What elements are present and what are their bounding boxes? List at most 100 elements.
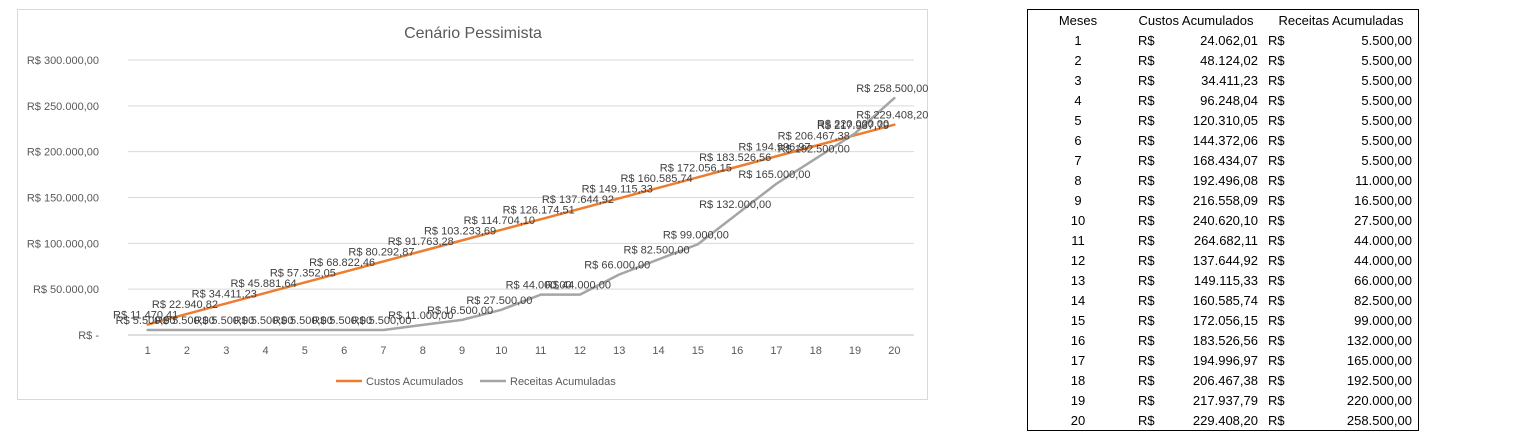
cell-currency: R$: [1268, 232, 1285, 248]
cell-currency: R$: [1268, 132, 1285, 148]
cell-custos: 137.644,92: [1192, 252, 1258, 268]
cell-receitas: 99.000,00: [1354, 312, 1412, 328]
table-row: 20 R$ 229.408,20 R$ 258.500,00: [1028, 410, 1419, 431]
x-tick-label: 10: [495, 345, 507, 357]
data-label: R$ 160.585,74: [620, 173, 692, 185]
y-tick-label: R$ -: [78, 330, 99, 342]
data-label: R$ 66.000,00: [584, 260, 650, 272]
data-label: R$ 5.500,00: [116, 315, 176, 327]
cell-receitas: 5.500,00: [1361, 152, 1412, 168]
cell-receitas: 5.500,00: [1361, 112, 1412, 128]
cell-mes: 8: [1074, 172, 1082, 188]
cell-currency: R$: [1138, 372, 1155, 388]
cell-currency: R$: [1268, 272, 1285, 288]
cell-currency: R$: [1138, 172, 1155, 188]
x-tick-label: 15: [692, 345, 704, 357]
cell-currency: R$: [1138, 332, 1155, 348]
data-label: R$ 11.000,00: [388, 310, 453, 322]
cell-currency: R$: [1138, 212, 1155, 228]
cell-mes: 2: [1074, 52, 1082, 68]
data-label: R$ 80.292,87: [348, 246, 414, 258]
cell-mes: 11: [1071, 232, 1085, 248]
cell-currency: R$: [1268, 292, 1285, 308]
cell-currency: R$: [1138, 232, 1155, 248]
x-tick-label: 4: [262, 345, 268, 357]
cell-custos: 192.496,08: [1192, 172, 1258, 188]
cell-receitas: 5.500,00: [1361, 72, 1412, 88]
data-label: R$ 206.467,38: [778, 131, 850, 143]
data-label: R$ 5.500,00: [312, 315, 372, 327]
data-label: R$ 137.644,92: [542, 194, 614, 206]
y-tick-label: R$ 300.000,00: [27, 55, 99, 67]
table-row: 8 R$ 192.496,08 R$ 11.000,00: [1028, 170, 1419, 190]
data-label: R$ 192.500,00: [778, 144, 850, 156]
cell-currency: R$: [1138, 392, 1155, 408]
table-row: 13 R$ 149.115,33 R$ 66.000,00: [1028, 270, 1419, 290]
cell-currency: R$: [1268, 252, 1285, 268]
cell-custos: 96.248,04: [1200, 92, 1258, 108]
series-line-receitas: [146, 96, 896, 332]
data-label: R$ 11.470,41: [113, 309, 178, 321]
table-row: 17 R$ 194.996,97 R$ 165.000,00: [1028, 350, 1419, 370]
cell-custos: 240.620,10: [1192, 212, 1258, 228]
cell-currency: R$: [1138, 112, 1155, 128]
y-tick-label: R$ 100.000,00: [27, 238, 99, 250]
cell-currency: R$: [1268, 312, 1285, 328]
x-tick-label: 16: [731, 345, 743, 357]
header-custos: Custos Acumulados: [1138, 12, 1254, 28]
cell-currency: R$: [1138, 192, 1155, 208]
data-label: R$ 5.500,00: [155, 315, 215, 327]
data-label: R$ 258.500,00: [856, 83, 928, 95]
legend-label: Receitas Acumuladas: [510, 376, 616, 388]
cell-currency: R$: [1268, 52, 1285, 68]
x-tick-label: 7: [380, 345, 386, 357]
cell-mes: 17: [1070, 352, 1086, 368]
y-tick-label: R$ 200.000,00: [27, 147, 99, 159]
data-label: R$ 34.411,23: [192, 288, 257, 300]
cell-currency: R$: [1268, 112, 1285, 128]
cell-receitas: 11.000,00: [1355, 172, 1412, 188]
cell-custos: 160.585,74: [1192, 292, 1258, 308]
table-row: 9 R$ 216.558,09 R$ 16.500,00: [1028, 190, 1419, 210]
table-row: 4 R$ 96.248,04 R$ 5.500,00: [1028, 90, 1419, 110]
cell-receitas: 66.000,00: [1354, 272, 1412, 288]
cell-mes: 14: [1070, 292, 1086, 308]
y-tick-label: R$ 150.000,00: [27, 193, 99, 205]
data-label: R$ 5.500,00: [273, 315, 333, 327]
data-label: R$ 194.996,97: [738, 141, 810, 153]
data-label: R$ 68.822,46: [309, 257, 375, 269]
cell-mes: 18: [1070, 372, 1086, 388]
data-label: R$ 99.000,00: [663, 229, 729, 241]
data-label: R$ 126.174,51: [503, 204, 575, 216]
cell-receitas: 192.500,00: [1346, 372, 1412, 388]
table-row: 12 R$ 137.644,92 R$ 44.000,00: [1028, 250, 1419, 270]
cell-currency: R$: [1138, 152, 1155, 168]
cell-mes: 4: [1074, 92, 1082, 108]
data-label: R$ 217.937,79: [817, 120, 889, 132]
cell-custos: 183.526,56: [1192, 332, 1258, 348]
header-meses: Meses: [1058, 12, 1098, 28]
x-tick-label: 8: [420, 345, 426, 357]
cell-receitas: 44.000,00: [1354, 252, 1412, 268]
cell-custos: 194.996,97: [1192, 352, 1258, 368]
x-tick-label: 12: [574, 345, 586, 357]
cell-custos: 217.937,79: [1192, 392, 1258, 408]
data-label: R$ 5.500,00: [351, 315, 411, 327]
cell-custos: 229.408,20: [1192, 412, 1258, 428]
cell-mes: 3: [1074, 72, 1082, 88]
cell-custos: 34.411,23: [1201, 72, 1258, 88]
x-tick-label: 14: [652, 345, 664, 357]
cell-receitas: 82.500,00: [1354, 292, 1412, 308]
data-label: R$ 27.500,00: [466, 295, 532, 307]
cell-mes: 12: [1070, 252, 1086, 268]
cell-receitas: 132.000,00: [1346, 332, 1412, 348]
x-tick-label: 6: [341, 345, 347, 357]
chart-container: Cenário Pessimista R$ - R$ 50.000,00 R$ 10…: [17, 9, 928, 400]
cell-custos: 172.056,15: [1192, 312, 1258, 328]
cell-currency: R$: [1268, 92, 1285, 108]
data-label: R$ 103.233,69: [424, 225, 496, 237]
data-label: R$ 165.000,00: [738, 169, 810, 181]
chart-title: Cenário Pessimista: [404, 25, 542, 42]
cell-mes: 20: [1070, 412, 1086, 428]
cell-receitas: 44.000,00: [1354, 232, 1412, 248]
